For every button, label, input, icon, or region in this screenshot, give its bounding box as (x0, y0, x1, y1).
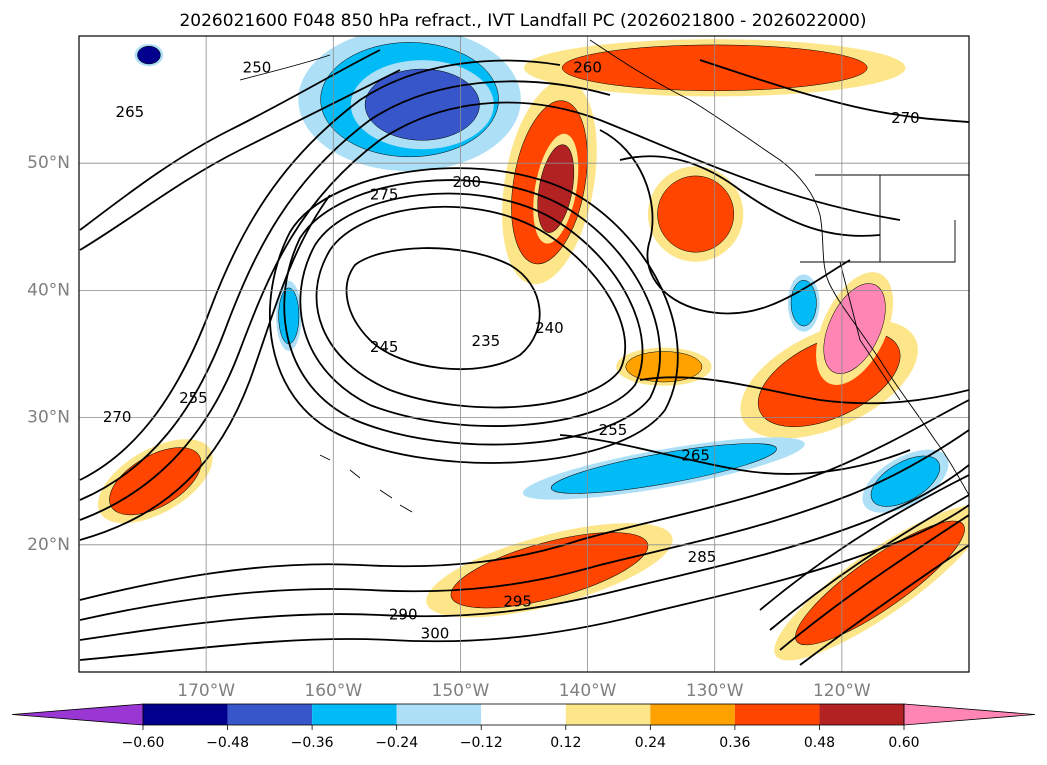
contour-line (79, 69, 401, 251)
contour-line (79, 101, 901, 521)
hawaiian-islands (319, 454, 413, 513)
north-america-coastline (589, 39, 969, 496)
fill-patch (790, 279, 817, 327)
colorbar-segment (396, 704, 482, 725)
colorbar-tick-label: 0.24 (635, 735, 666, 751)
contour-label: 245 (370, 338, 399, 356)
contour-label: 270 (891, 109, 920, 127)
contour-line (79, 429, 969, 621)
fill-patch (795, 520, 965, 646)
aleutian-islands (239, 54, 331, 81)
contour-label-layer: 235 240 245 250 255 260 265 270 275 280 285 290 295 3… (103, 58, 920, 642)
colorbar-tick-label: −0.48 (206, 735, 249, 751)
contour-label: 290 (389, 605, 418, 623)
colorbar-segment (227, 704, 313, 725)
contour-label: 300 (421, 624, 450, 642)
map-frame (78, 35, 970, 673)
latitude-tick-label: 40°N (27, 280, 70, 300)
longitude-tick-label: 150°W (432, 681, 490, 701)
graticule (79, 36, 969, 672)
longitude-tick-label: 130°W (686, 681, 744, 701)
colorbar-segment (734, 704, 820, 725)
colorbar-tick-label: −0.12 (460, 735, 503, 751)
longitude-tick-label: 160°W (304, 681, 362, 701)
contour-line (79, 80, 611, 501)
contour-line (269, 167, 679, 464)
contour-line (559, 434, 911, 475)
colorbar-extend-high (903, 703, 1036, 726)
contour-line (283, 179, 661, 446)
colorbar-segment (143, 704, 228, 725)
state-border (839, 261, 901, 401)
colorbar-tick-label: −0.60 (122, 735, 165, 751)
contour-line (619, 155, 881, 237)
contour-label: 240 (535, 319, 564, 337)
fill-patch (625, 351, 703, 383)
latitude-tick-label: 50°N (27, 153, 70, 173)
colorbar-segment (312, 704, 397, 725)
contour-line (345, 247, 541, 370)
contour-line (799, 544, 969, 666)
contour-label: 280 (452, 173, 481, 191)
longitude-tick-label: 170°W (177, 681, 235, 701)
contour-label: 295 (503, 593, 532, 611)
colorbar-tick-label: −0.24 (375, 735, 418, 751)
longitude-tick-label: 140°W (559, 681, 617, 701)
contour-label: 285 (688, 548, 717, 566)
contour-line (299, 192, 644, 427)
latitude-tick-label: 20°N (27, 535, 70, 555)
contour-line (639, 376, 969, 405)
coastline-layer (239, 39, 969, 513)
contour-line (79, 49, 381, 231)
colorbar-tick-label: 0.36 (719, 735, 750, 751)
state-border (800, 220, 956, 263)
contour-label: 275 (370, 186, 399, 204)
contour-label: 265 (681, 446, 710, 464)
latitude-tick-label: 30°N (27, 408, 70, 428)
contour-line (79, 59, 561, 481)
contour-label: 255 (599, 421, 628, 439)
contour-line (699, 59, 969, 123)
longitude-tick-label: 120°W (813, 681, 871, 701)
fill-patch (870, 455, 941, 507)
contour-line (599, 129, 851, 315)
longitude-tick-labels: 170°W 160°W 150°W 140°W 130°W 120°W (177, 681, 871, 701)
contour-label: 260 (573, 58, 602, 76)
contour-line (79, 399, 969, 601)
plot-title: 2026021600 F048 850 hPa refract., IVT La… (179, 11, 866, 31)
contour-label: 270 (103, 408, 132, 426)
colorbar-extend-low (11, 703, 144, 726)
colorbar-segment (481, 704, 566, 725)
contour-line (769, 494, 969, 631)
fill-patch (450, 532, 649, 609)
colorbar-segment (819, 704, 904, 725)
fill-patch (137, 45, 161, 65)
contour-line (315, 205, 626, 409)
contour-label: 265 (116, 103, 145, 121)
colorbar-tick-label: 0.48 (804, 735, 835, 751)
fill-patch (278, 287, 300, 345)
latitude-tick-labels: 20°N 30°N 40°N 50°N (27, 153, 70, 555)
colorbar-tick-label: 0.60 (888, 735, 919, 751)
colorbar-segment (650, 704, 735, 725)
map-area[interactable]: 235 240 245 250 255 260 265 270 275 280 285 290 295 3… (79, 28, 1002, 682)
contour-line (79, 194, 331, 541)
fill-patch (657, 175, 735, 253)
colorbar-segment (565, 704, 651, 725)
contour-label: 235 (472, 332, 501, 350)
colorbar: −0.60 −0.48 −0.36 −0.24 −0.12 0.12 0.24 0.36 0.4… (11, 703, 1036, 751)
contour-line (79, 464, 969, 641)
contour-line (779, 514, 969, 651)
contour-label: 255 (179, 389, 208, 407)
contour-label: 250 (243, 58, 272, 76)
contour-line (759, 474, 969, 611)
colorbar-frame (142, 703, 905, 726)
colorbar-tick-label: −0.36 (291, 735, 334, 751)
fill-patch (823, 283, 886, 374)
colorbar-tick-label: 0.12 (550, 735, 581, 751)
